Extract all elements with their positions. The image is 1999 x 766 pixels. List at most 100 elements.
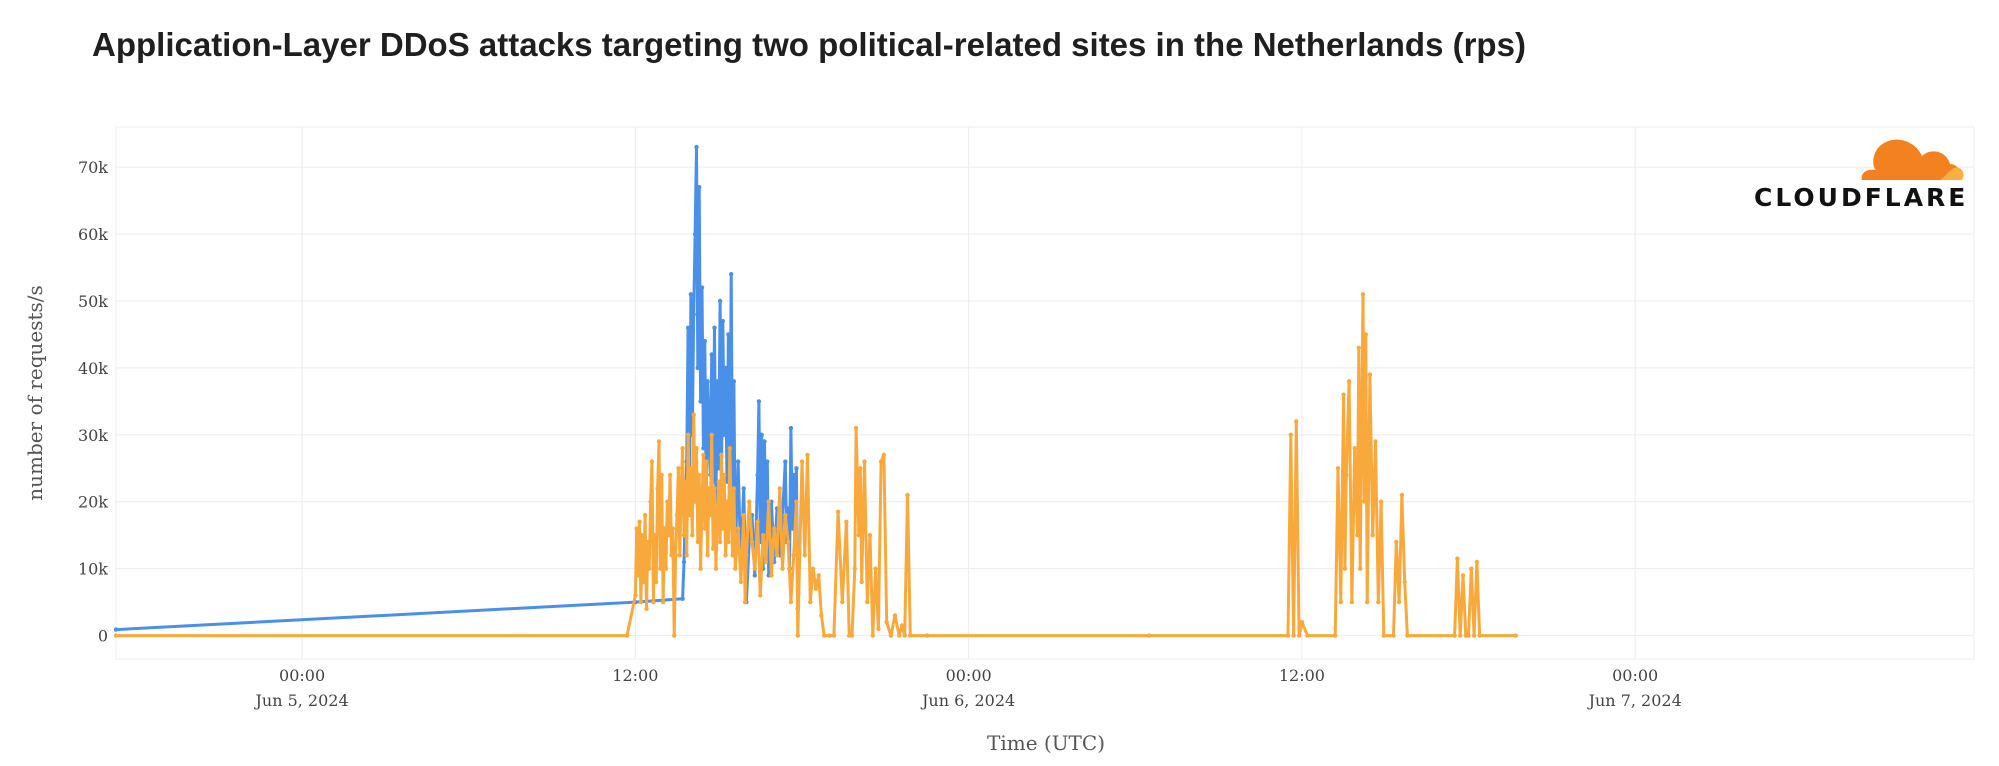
data-point	[752, 566, 757, 571]
data-point	[715, 519, 720, 524]
data-point	[708, 512, 713, 518]
data-point	[702, 526, 707, 531]
data-point	[1399, 492, 1405, 498]
cloudflare-logo: CLOUDFLARE	[1754, 139, 1965, 212]
data-point	[1381, 633, 1387, 638]
data-point	[659, 472, 664, 478]
data-point	[878, 459, 884, 464]
data-point	[1474, 559, 1480, 565]
data-point	[674, 512, 680, 518]
data-point	[633, 593, 638, 598]
data-point	[852, 566, 857, 571]
data-point	[710, 546, 716, 551]
data-point	[719, 452, 724, 458]
data-point	[723, 553, 728, 558]
data-point	[783, 459, 788, 464]
data-point	[698, 566, 703, 571]
data-point	[1359, 432, 1364, 437]
data-point	[1513, 633, 1518, 638]
data-point	[873, 566, 878, 571]
y-axis-ticks: 0 10k 20k 30k 40k 50k 60k 70k	[78, 158, 108, 645]
data-point	[741, 486, 746, 491]
data-point	[755, 519, 760, 524]
data-point	[794, 499, 799, 504]
data-point	[765, 459, 770, 464]
data-point	[858, 466, 863, 471]
data-point	[867, 533, 873, 538]
data-point	[763, 559, 769, 565]
data-point	[679, 486, 684, 491]
data-point	[692, 231, 698, 237]
series-1-line	[115, 145, 800, 632]
data-point	[876, 626, 881, 632]
data-point	[669, 553, 674, 558]
data-point	[862, 459, 867, 464]
y-tick-label: 0	[98, 627, 108, 646]
data-point	[677, 553, 682, 558]
data-point	[1376, 599, 1381, 605]
data-point	[699, 285, 705, 290]
data-point	[758, 593, 763, 598]
data-point	[688, 292, 694, 297]
data-point	[835, 509, 841, 514]
data-point	[897, 633, 902, 638]
data-point	[813, 586, 819, 591]
plot-area	[115, 126, 1975, 660]
data-point	[774, 553, 780, 558]
data-point	[735, 459, 741, 464]
data-point	[726, 332, 731, 337]
data-point	[733, 566, 738, 571]
data-point	[1477, 633, 1482, 638]
data-point	[685, 432, 691, 437]
data-point	[1460, 573, 1466, 578]
data-point	[1358, 566, 1363, 571]
x-tick-time: 12:00	[1279, 666, 1325, 685]
data-point	[791, 472, 796, 478]
x-tick-time: 00:00	[946, 666, 992, 685]
data-point	[759, 432, 764, 437]
data-point	[701, 446, 706, 451]
y-axis-label: number of requests/s	[23, 285, 47, 501]
data-point	[699, 499, 705, 504]
data-point	[660, 599, 666, 605]
data-point	[865, 599, 870, 605]
data-point	[681, 559, 687, 565]
cloud-icon	[1861, 139, 1960, 180]
data-point	[1405, 633, 1410, 638]
data-point	[844, 519, 849, 524]
x-tick-date: Jun 7, 2024	[1587, 691, 1682, 710]
data-point	[790, 526, 795, 531]
data-point	[908, 633, 913, 638]
data-point	[638, 599, 644, 605]
data-point	[902, 633, 907, 638]
data-point	[744, 553, 749, 558]
data-point	[780, 566, 785, 571]
data-point	[1305, 633, 1310, 638]
data-point	[685, 325, 691, 330]
data-point	[1299, 620, 1305, 625]
data-point	[840, 599, 845, 605]
data-point	[655, 486, 660, 491]
data-point	[724, 499, 730, 504]
data-point	[735, 526, 741, 531]
data-point	[704, 459, 709, 464]
x-tick-date: Jun 5, 2024	[253, 691, 348, 710]
data-point	[709, 352, 714, 357]
data-point	[683, 479, 688, 484]
x-tick-time: 00:00	[279, 666, 325, 685]
data-point	[717, 539, 723, 545]
data-point	[712, 325, 717, 330]
data-point	[1291, 633, 1296, 638]
data-point	[794, 466, 799, 471]
chart-title: Application-Layer DDoS attacks targeting…	[92, 26, 1526, 63]
data-point	[749, 539, 755, 545]
data-point	[624, 633, 630, 638]
data-point	[726, 539, 731, 545]
data-point	[666, 533, 671, 538]
data-point	[641, 579, 646, 585]
y-tick-label: 30k	[78, 426, 108, 445]
data-point	[716, 479, 721, 484]
data-point	[1365, 599, 1370, 605]
data-point	[652, 533, 657, 538]
